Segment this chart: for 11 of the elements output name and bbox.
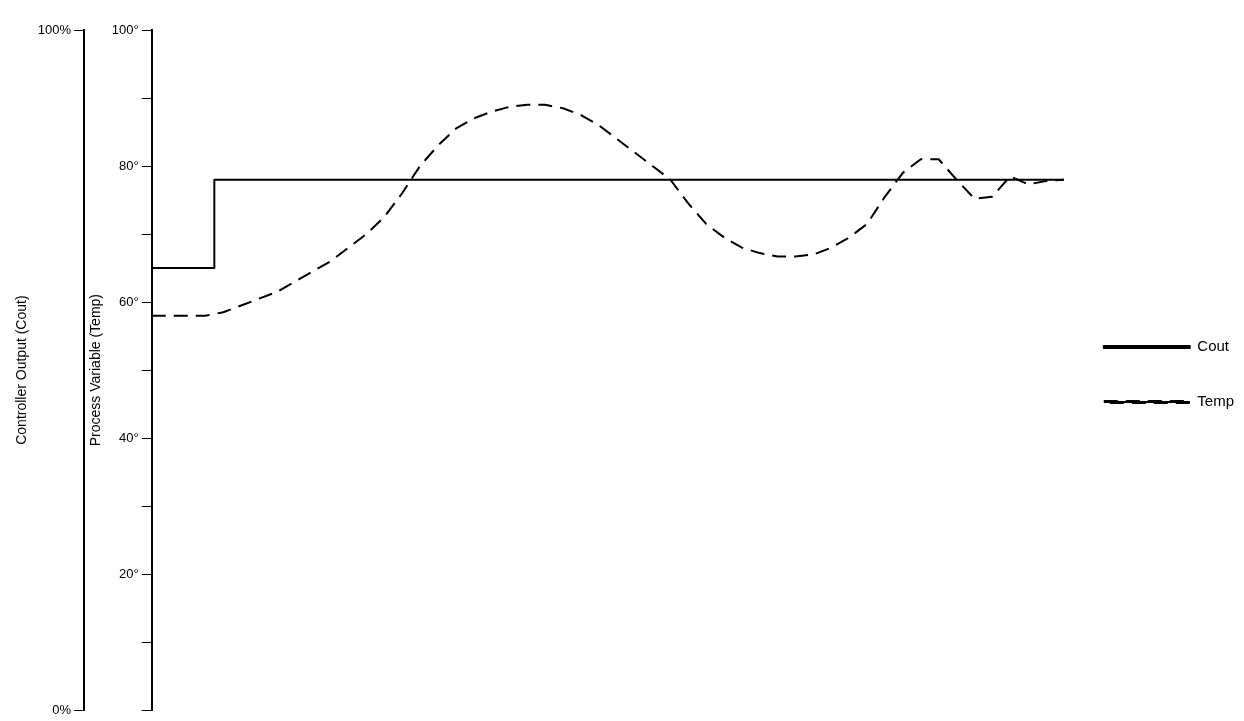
y2-tick-label: 0% <box>52 701 72 717</box>
y-tick-label: 100° <box>111 21 139 37</box>
y-tick-label: 60° <box>119 293 139 309</box>
y-tick-label: 20° <box>119 565 139 581</box>
y-tick-label: 40° <box>119 429 139 445</box>
y-axis-title: Process Variable (Temp) <box>87 293 104 447</box>
text: Temp <box>1197 392 1235 410</box>
y2-tick-label: 100% <box>37 21 72 37</box>
text: Cout <box>1197 337 1230 355</box>
y-tick-label: 80° <box>119 157 139 173</box>
y2-axis-title: Controller Output (Cout) <box>13 295 30 445</box>
